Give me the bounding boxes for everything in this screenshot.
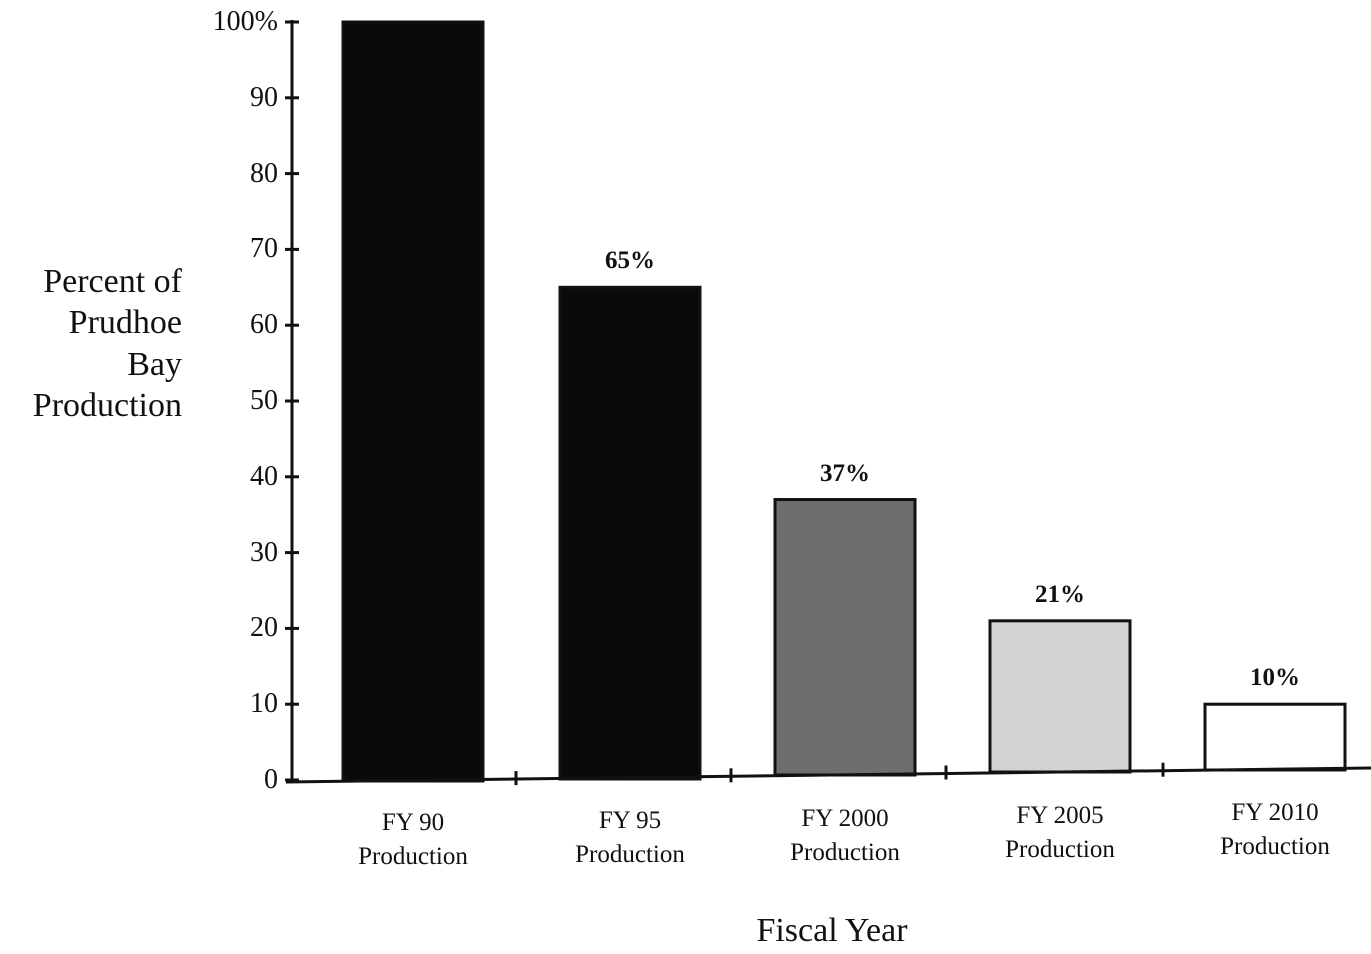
x-category-label-line1: FY 2010 xyxy=(1231,799,1319,826)
y-tick-label: 70 xyxy=(250,233,278,265)
bar xyxy=(341,20,485,783)
y-axis-title-line: Production xyxy=(32,387,182,424)
y-tick-label: 0 xyxy=(264,764,278,795)
x-axis-line xyxy=(285,766,1371,784)
x-category-label-line1: FY 2005 xyxy=(1016,802,1104,829)
y-tick-label: 80 xyxy=(250,157,278,189)
x-category-label-line2: Production xyxy=(1005,836,1115,863)
y-tick-label: 40 xyxy=(250,460,278,492)
y-axis-title-line: Percent of xyxy=(43,263,182,300)
bar-value-label: 21% xyxy=(1035,580,1085,608)
bar xyxy=(988,619,1132,774)
bar-value-label: 10% xyxy=(1250,664,1300,692)
y-axis-title-line: Bay xyxy=(127,346,182,383)
bar-value-label: 65% xyxy=(605,247,655,275)
bar xyxy=(558,285,702,781)
bar xyxy=(1203,702,1347,772)
x-category-label-line2: Production xyxy=(1220,833,1330,860)
axes-layer xyxy=(285,20,1371,786)
y-tick-label: 100% xyxy=(212,6,278,37)
x-category-label: FY 95 Production xyxy=(575,804,685,872)
x-category-label-line1: FY 2000 xyxy=(801,805,889,832)
x-category-label: FY 2000 Production xyxy=(790,802,900,870)
x-category-label-line1: FY 90 xyxy=(381,809,445,836)
y-tick-label: 20 xyxy=(250,612,278,644)
y-tick-label: 90 xyxy=(250,81,278,113)
x-category-label-line2: Production xyxy=(790,839,900,866)
x-category-label: FY 2005 Production xyxy=(1005,799,1115,867)
x-category-label-line1: FY 95 xyxy=(598,807,662,834)
bars-layer xyxy=(341,20,1347,783)
x-category-label: FY 2010 Production xyxy=(1220,796,1330,864)
x-category-label-line2: Production xyxy=(358,843,468,870)
x-axis-title: Fiscal Year xyxy=(756,912,908,949)
bar-value-label: 37% xyxy=(820,459,870,487)
y-tick-label: 10 xyxy=(250,688,278,720)
y-axis-title-line: Prudhoe xyxy=(68,304,182,341)
bar xyxy=(773,498,917,777)
y-tick-label: 60 xyxy=(250,309,278,341)
y-tick-label: 30 xyxy=(250,536,278,568)
x-category-label-line2: Production xyxy=(575,841,685,868)
y-tick-label: 50 xyxy=(250,385,278,416)
x-category-label: FY 90 Production xyxy=(358,806,468,874)
